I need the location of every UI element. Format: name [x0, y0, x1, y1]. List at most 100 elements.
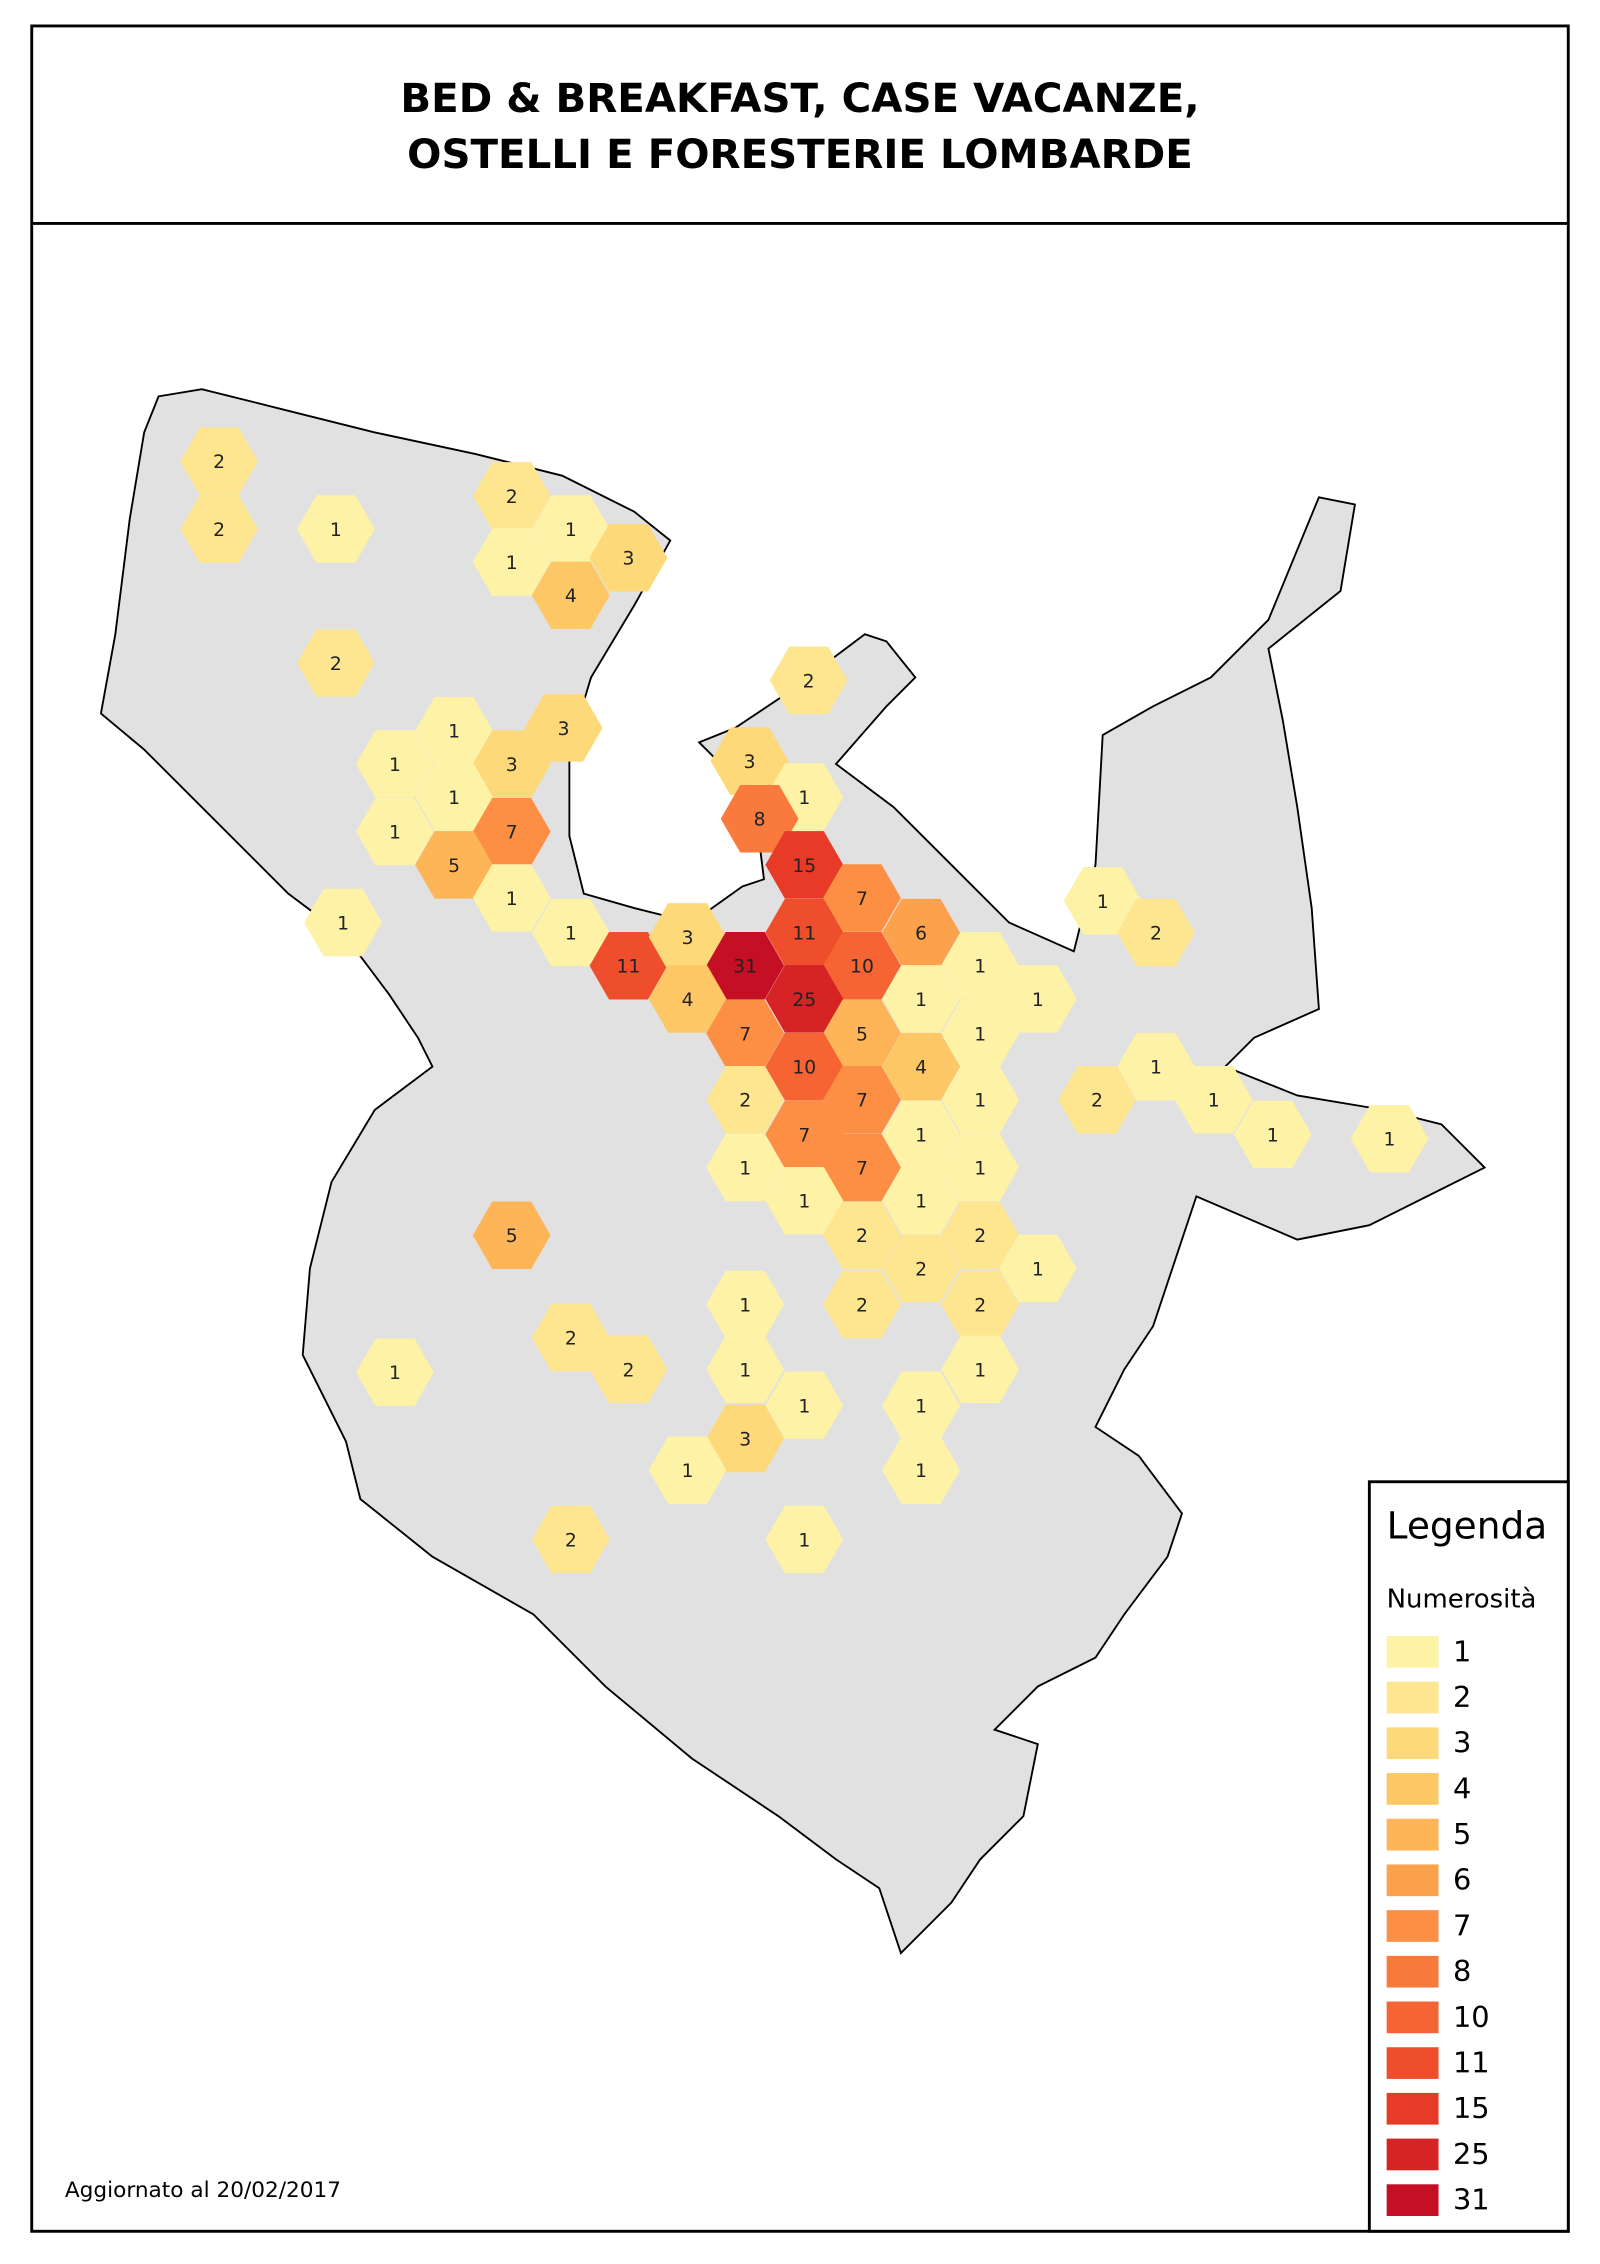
hex-cell: [941, 1335, 1020, 1404]
hex-cell: [472, 1201, 551, 1270]
hex-cell: [882, 1100, 960, 1169]
hex-cell: [472, 528, 551, 596]
hex-cell: [765, 1032, 844, 1101]
hex-label: 7: [739, 1024, 751, 1045]
hex-cell: [882, 1032, 960, 1101]
hex-cell: [882, 1234, 960, 1303]
hex-label: 1: [565, 520, 577, 541]
hex-label: 1: [1032, 1259, 1044, 1280]
hex-label: 4: [682, 990, 694, 1011]
hex-label: 2: [803, 671, 815, 692]
legend-swatch: [1386, 1955, 1439, 1988]
legend-swatch: [1386, 2184, 1439, 2217]
hex-label: 15: [792, 856, 816, 877]
legend-swatch: [1386, 1773, 1439, 1805]
hex-label: 1: [798, 788, 810, 809]
hex-cell: [823, 1270, 901, 1339]
hex-cell: [531, 898, 610, 967]
hex-label: 1: [389, 755, 401, 776]
hex-label: 1: [389, 823, 401, 844]
hex-cell: [472, 730, 551, 798]
hex-cell: [589, 932, 668, 1000]
legend-subtitle: Numerosità: [1387, 1584, 1537, 1614]
hex-label: 6: [915, 924, 927, 945]
hex-cell: [296, 629, 375, 697]
hex-cell: [941, 1270, 1020, 1339]
hex-label: 7: [798, 1125, 810, 1146]
hex-label: 7: [856, 1091, 868, 1112]
hex-cell: [415, 831, 493, 899]
legend-title: Legenda: [1387, 1503, 1548, 1547]
hex-label: 3: [506, 755, 518, 776]
hex-cell: [1058, 1066, 1136, 1134]
hex-label: 1: [1032, 990, 1044, 1011]
hex-cell: [415, 697, 493, 765]
legend-swatch: [1386, 1681, 1439, 1714]
hex-label: 1: [448, 722, 460, 743]
hex-cell: [765, 831, 844, 899]
hex-label: 5: [856, 1024, 868, 1045]
hex-label: 2: [506, 487, 518, 508]
legend-swatch: [1386, 1910, 1439, 1942]
hex-label: 1: [915, 1461, 927, 1482]
hex-cell: [823, 999, 901, 1068]
hex-cell: [941, 999, 1020, 1068]
hex-cell: [531, 561, 610, 630]
legend-label: 5: [1453, 1817, 1471, 1851]
hex-label: 1: [330, 520, 342, 541]
hex-cell: [823, 1133, 901, 1202]
hex-cell: [1233, 1100, 1312, 1169]
hex-cell: [941, 1201, 1020, 1270]
hex-label: 3: [744, 752, 756, 773]
legend-label: 25: [1453, 2137, 1490, 2171]
legend-swatch: [1386, 1727, 1439, 1760]
hex-cell: [648, 965, 727, 1033]
legend-label: 4: [1453, 1771, 1471, 1805]
hex-cell: [356, 730, 434, 798]
hex-cell: [296, 495, 375, 563]
legend-label: 11: [1453, 2046, 1490, 2080]
hex-cell: [720, 784, 799, 853]
hex-label: 1: [915, 990, 927, 1011]
hex-label: 2: [623, 1360, 635, 1381]
hex-label: 11: [617, 957, 641, 978]
hex-label: 1: [506, 889, 518, 910]
hex-cell: [769, 646, 848, 715]
hex-label: 25: [792, 990, 816, 1011]
hex-label: 1: [565, 924, 577, 945]
title-line: OSTELLI E FORESTERIE LOMBARDE: [407, 131, 1193, 178]
hex-label: 2: [974, 1226, 986, 1247]
hex-label: 1: [337, 913, 349, 934]
hex-label: 1: [739, 1158, 751, 1179]
hex-label: 2: [1091, 1091, 1103, 1112]
hex-cell: [823, 1066, 901, 1134]
hex-cell: [1174, 1066, 1253, 1134]
hex-label: 1: [1208, 1091, 1220, 1112]
hex-cell: [998, 965, 1077, 1033]
legend-label: 1: [1453, 1634, 1471, 1668]
hex-label: 3: [558, 719, 570, 740]
hex-cell: [823, 932, 901, 1000]
hex-label: 1: [915, 1192, 927, 1213]
hex-cell: [589, 524, 668, 592]
hex-cell: [765, 1166, 844, 1235]
hex-label: 4: [565, 586, 577, 607]
hex-label: 3: [739, 1429, 751, 1450]
hex-label: 1: [915, 1125, 927, 1146]
hex-cell: [706, 1404, 785, 1473]
hex-label: 1: [798, 1396, 810, 1417]
hex-cell: [1350, 1104, 1429, 1173]
legend-swatch: [1386, 1864, 1439, 1897]
hex-cell: [882, 965, 960, 1033]
hex-cell: [706, 1066, 785, 1134]
hex-cell: [765, 1100, 844, 1169]
hex-cell: [180, 495, 259, 563]
hex-label: 2: [213, 452, 225, 473]
legend-label: 10: [1453, 2000, 1490, 2034]
legend-label: 15: [1453, 2091, 1490, 2125]
hex-cell: [710, 727, 789, 795]
hex-cell: [648, 1436, 727, 1504]
legend-swatch: [1386, 2092, 1439, 2125]
hex-label: 10: [792, 1058, 816, 1079]
